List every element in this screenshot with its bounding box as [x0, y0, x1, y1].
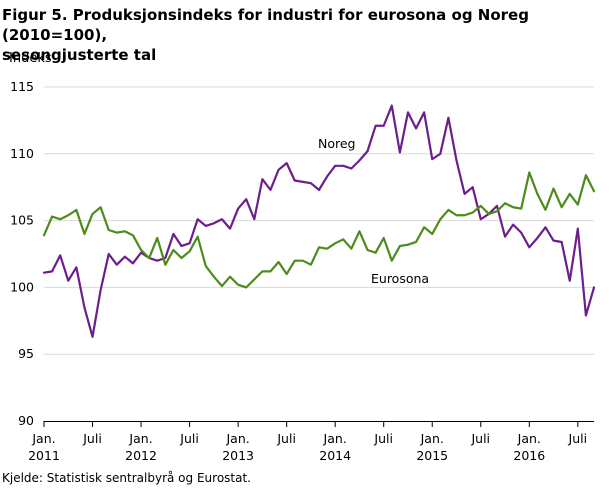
x-tick-label-0: Jan. [31, 431, 55, 446]
y-tick-label-105: 105 [10, 213, 34, 228]
x-tick-label-2: Jan. [128, 431, 152, 446]
x-tick-label-8: Jan. [420, 431, 444, 446]
x-tick-label-6: Jan. [323, 431, 347, 446]
x-tick-label-3: Juli [179, 431, 199, 446]
series-line-noreg [42, 104, 596, 338]
x-tick-label-9: Juli [470, 431, 490, 446]
y-tick-label-115: 115 [10, 79, 34, 94]
y-tick-label-100: 100 [10, 279, 34, 294]
x-tick-label-5: Juli [276, 431, 296, 446]
x-tick-year-8: 2015 [416, 448, 448, 463]
y-axis-label: Indeks [9, 51, 52, 66]
y-tick-label-95: 95 [18, 346, 34, 361]
x-tick-year-4: 2013 [222, 448, 254, 463]
x-tick-year-6: 2014 [319, 448, 351, 463]
x-tick-year-2: 2012 [125, 448, 157, 463]
y-tick-label-90: 90 [18, 413, 34, 428]
source-note: Kjelde: Statistisk sentralbyrå og Eurost… [2, 471, 251, 485]
x-tick-label-4: Jan. [225, 431, 249, 446]
series-label-noreg: Noreg [318, 136, 356, 151]
x-tick-label-11: Juli [568, 431, 588, 446]
x-tick-label-10: Jan. [517, 431, 541, 446]
x-tick-label-1: Juli [82, 431, 102, 446]
x-tick-year-10: 2016 [513, 448, 545, 463]
chart-title-line1: Figur 5. Produksjonsindeks for industri … [2, 6, 529, 44]
chart-title: Figur 5. Produksjonsindeks for industri … [2, 5, 606, 65]
chart-title-line2: sesongjusterte tal [2, 46, 157, 64]
x-tick-label-7: Juli [373, 431, 393, 446]
series-line-eurosona [42, 171, 596, 289]
y-tick-label-110: 110 [10, 146, 34, 161]
x-tick-year-0: 2011 [28, 448, 60, 463]
series-label-eurosona: Eurosona [371, 271, 429, 286]
